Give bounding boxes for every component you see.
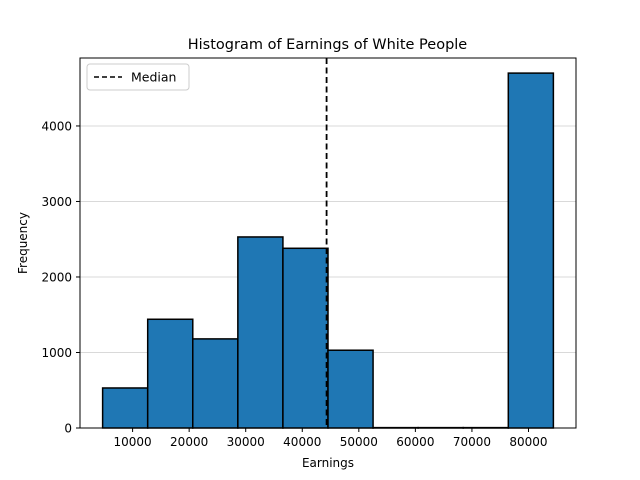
x-tick-label: 80000 [509,435,547,449]
x-tick-label: 70000 [453,435,491,449]
y-tick-label: 2000 [41,270,72,284]
histogram-bar [327,349,374,429]
legend-box [86,63,190,91]
legend-median-label: Median [131,70,176,85]
x-tick-label: 20000 [170,435,208,449]
y-tick-label: 1000 [41,346,72,360]
histogram-bar [146,318,194,429]
chart-title: Histogram of Earnings of White People [188,37,468,53]
x-tick-label: 60000 [396,435,434,449]
histogram-bar [282,247,329,429]
y-tick-label: 0 [64,422,72,436]
x-tick-label: 40000 [283,435,321,449]
y-axis-label: Frequency [16,212,30,274]
plot-frame [79,57,577,429]
histogram-bar [237,236,284,429]
y-tick-label: 4000 [41,119,72,133]
x-tick-label: 10000 [114,435,152,449]
y-tick-label: 3000 [41,195,72,209]
legend: Median [86,63,190,91]
histogram-bar [192,338,239,429]
histogram-bar [101,387,149,429]
x-axis-label: Earnings [302,456,354,470]
histogram-bar [507,72,555,429]
x-axis-ticks: 10000 20000 30000 40000 50000 60000 70000 80000 [114,428,548,449]
x-tick-label: 50000 [340,435,378,449]
x-tick-label: 30000 [227,435,265,449]
y-axis-ticks: 0 1000 2000 3000 4000 [41,119,80,436]
